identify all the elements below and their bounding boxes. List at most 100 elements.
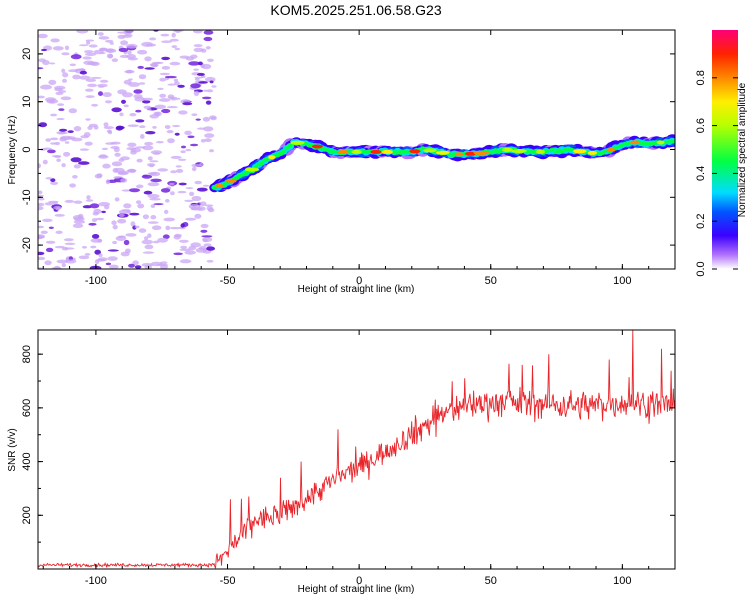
signal-peak	[656, 140, 665, 145]
noise-speck	[185, 217, 197, 221]
noise-speck	[132, 260, 139, 266]
noise-speck	[203, 243, 212, 247]
noise-speck	[136, 184, 144, 189]
noise-speck	[60, 96, 72, 101]
noise-speck	[85, 78, 97, 83]
signal-peak	[290, 140, 305, 145]
noise-speck	[149, 63, 158, 67]
noise-speck	[142, 100, 151, 104]
noise-speck	[90, 76, 102, 79]
noise-speck	[142, 251, 155, 254]
noise-speck	[203, 30, 214, 35]
noise-speck	[125, 248, 131, 254]
noise-speck	[149, 114, 159, 119]
noise-speck	[209, 80, 214, 84]
noise-speck	[169, 61, 181, 66]
noise-speck	[145, 131, 156, 135]
noise-speck	[58, 108, 65, 111]
signal-peak	[535, 149, 546, 154]
colorbar: 0.0 0.2 0.4 0.6 0.8 Normalized spectral ampl…	[695, 30, 748, 277]
noise-speck	[125, 43, 138, 49]
noise-speck	[117, 218, 127, 224]
noise-speck	[105, 100, 112, 104]
noise-speck	[125, 233, 137, 237]
noise-speck	[157, 237, 168, 243]
noise-speck	[206, 260, 214, 263]
noise-speck	[99, 154, 107, 158]
snr-line	[38, 330, 675, 569]
signal-peak	[409, 149, 421, 154]
noise-speck	[51, 155, 62, 158]
noise-speck	[160, 188, 171, 193]
noise-speck	[159, 93, 167, 98]
noise-speck	[90, 245, 97, 249]
noise-speck	[40, 84, 52, 90]
noise-speck	[150, 204, 156, 209]
noise-speck	[38, 163, 41, 169]
noise-speck	[138, 228, 147, 233]
noise-speck	[177, 158, 187, 161]
noise-speck	[71, 137, 83, 142]
noise-speck	[103, 126, 114, 130]
noise-speck	[38, 206, 44, 211]
noise-speck	[155, 61, 164, 64]
noise-speck	[164, 125, 171, 129]
noise-speck	[175, 165, 182, 168]
noise-speck	[82, 205, 93, 209]
noise-speck	[206, 246, 216, 251]
noise-speck	[44, 260, 52, 266]
noise-speck	[45, 240, 56, 244]
noise-speck	[56, 158, 61, 162]
noise-speck	[200, 223, 209, 229]
noise-speck	[107, 249, 119, 252]
noise-speck	[61, 68, 66, 74]
noise-speck	[185, 187, 194, 190]
snr-frame	[37, 329, 676, 570]
noise-speck	[141, 239, 154, 245]
noise-speck	[180, 223, 185, 228]
noise-speck	[98, 253, 103, 257]
noise-speck	[135, 109, 142, 113]
noise-speck	[114, 152, 121, 157]
snr-xlabel: Height of straight line (km)	[298, 584, 415, 595]
noise-speck	[127, 124, 139, 127]
noise-speck	[38, 58, 46, 63]
noise-speck	[62, 78, 67, 83]
noise-speck	[38, 202, 45, 207]
noise-speck	[206, 89, 214, 93]
y-tick-label: -10	[21, 189, 33, 205]
noise-speck	[55, 91, 64, 96]
noise-speck	[123, 239, 130, 246]
noise-speck	[170, 191, 175, 196]
noise-speck	[129, 188, 140, 193]
signal-blob	[281, 149, 287, 154]
noise-speck	[54, 214, 65, 217]
noise-speck	[133, 89, 143, 94]
noise-speck	[84, 52, 97, 57]
noise-speck	[202, 184, 210, 187]
noise-speck	[61, 52, 70, 56]
noise-speck	[123, 203, 132, 209]
noise-speck	[202, 238, 208, 243]
noise-speck	[152, 126, 157, 129]
noise-speck	[170, 170, 177, 174]
noise-speck	[72, 175, 78, 179]
noise-speck	[204, 138, 212, 143]
noise-speck	[121, 189, 132, 192]
noise-speck	[38, 251, 45, 256]
noise-speck	[203, 89, 208, 92]
noise-speck	[45, 247, 54, 253]
noise-speck	[87, 125, 93, 130]
noise-speck	[95, 217, 105, 221]
noise-speck	[109, 264, 119, 269]
noise-speck	[201, 235, 213, 238]
noise-speck	[161, 108, 171, 114]
noise-speck	[46, 98, 59, 104]
noise-speck	[169, 38, 179, 42]
noise-speck	[171, 32, 176, 38]
noise-speck	[82, 56, 92, 60]
noise-speck	[96, 173, 103, 178]
noise-speck	[48, 79, 57, 85]
noise-speck	[161, 56, 171, 61]
